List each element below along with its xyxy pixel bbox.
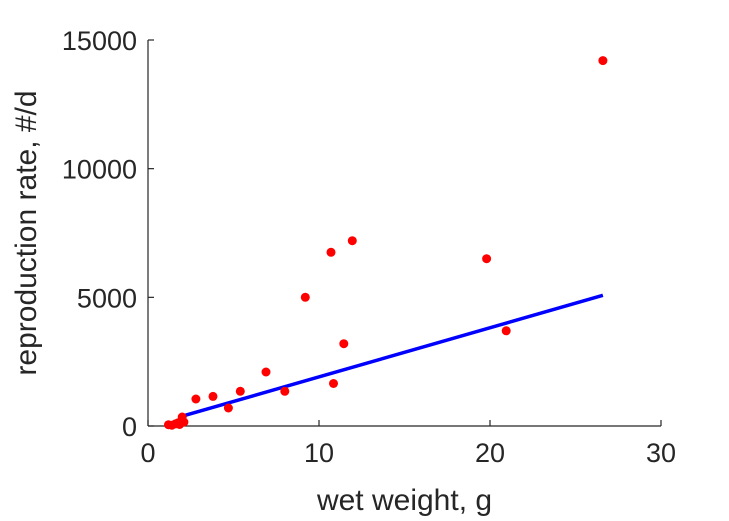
data-point bbox=[223, 403, 233, 413]
y-tick-label: 5000 bbox=[77, 283, 137, 313]
data-point bbox=[501, 326, 511, 336]
x-tick-label: 30 bbox=[646, 438, 676, 468]
data-point bbox=[329, 379, 338, 388]
data-point bbox=[280, 386, 290, 396]
data-point bbox=[191, 394, 201, 404]
y-tick-label: 15000 bbox=[62, 26, 137, 56]
y-axis-label: reproduction rate, #/d bbox=[10, 90, 43, 375]
data-point bbox=[482, 254, 492, 264]
y-tick-label: 0 bbox=[122, 412, 137, 442]
chart-labels: 0 10 20 30 0 5000 10000 15000 wet weight, g repro… bbox=[10, 26, 676, 517]
data-point bbox=[598, 56, 608, 66]
data-point bbox=[235, 386, 245, 396]
x-tick-label: 0 bbox=[140, 438, 155, 468]
data-point bbox=[326, 247, 336, 257]
x-tick-label: 10 bbox=[304, 438, 334, 468]
chart-marks bbox=[164, 56, 608, 430]
x-axis-label: wet weight, g bbox=[316, 484, 492, 517]
data-point bbox=[208, 391, 218, 401]
data-point bbox=[261, 367, 271, 377]
fit-line bbox=[174, 293, 604, 428]
data-point bbox=[339, 339, 349, 349]
data-point bbox=[179, 417, 189, 427]
data-point bbox=[300, 292, 310, 302]
y-tick-label: 10000 bbox=[62, 155, 137, 185]
axes bbox=[147, 39, 662, 427]
data-point bbox=[347, 236, 357, 246]
x-tick-label: 20 bbox=[475, 438, 505, 468]
